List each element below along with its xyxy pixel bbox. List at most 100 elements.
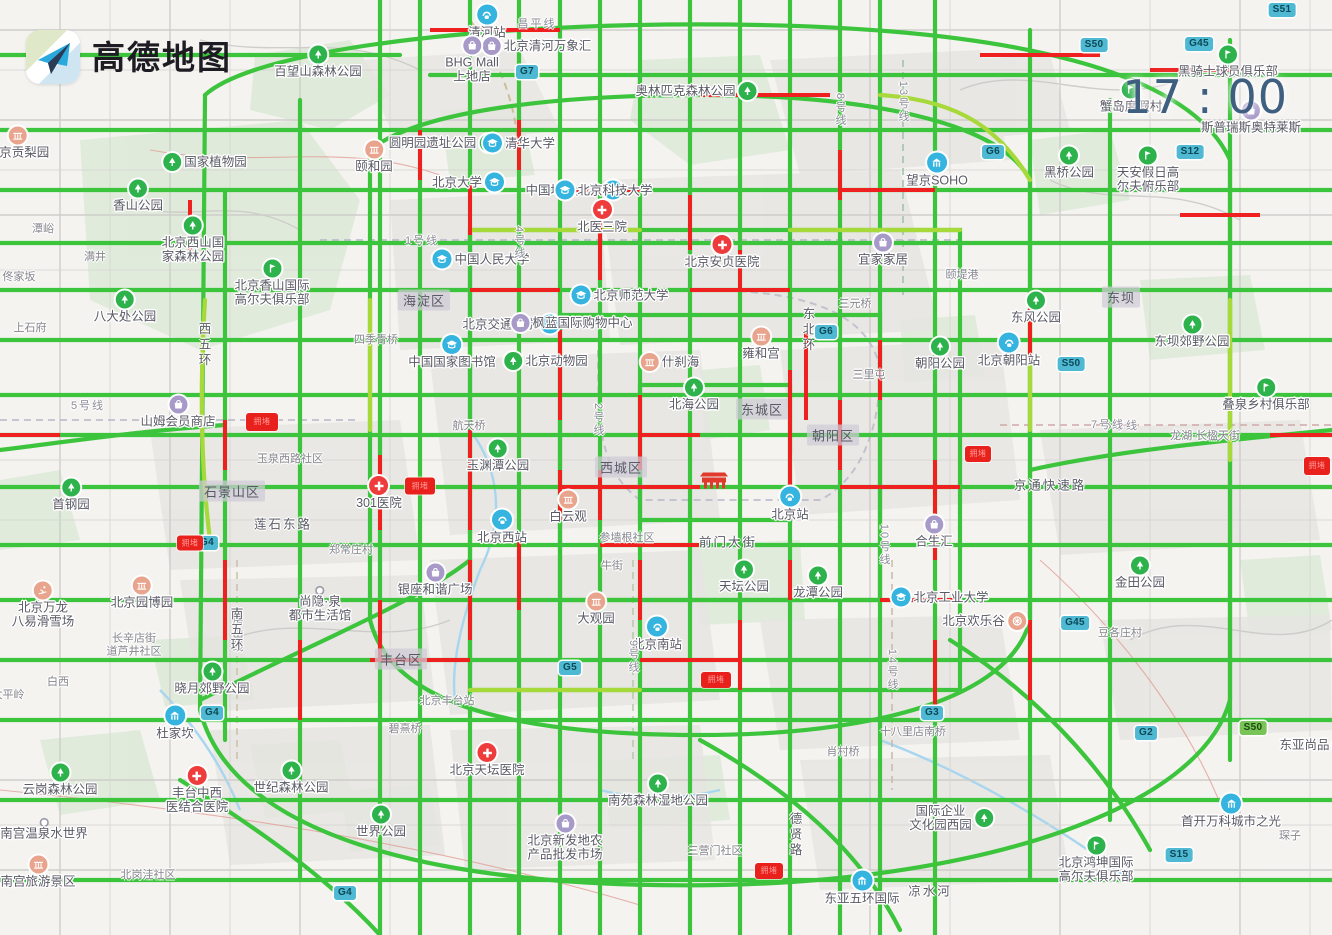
poi-label[interactable]: 合生汇 (915, 515, 953, 549)
poi-label[interactable]: 301医院 (356, 476, 402, 510)
poi-label[interactable]: 北京站 (771, 486, 809, 522)
poi-label[interactable]: 杜家坎 (156, 705, 194, 741)
poi-label[interactable]: 北京万龙 八易滑雪场 (12, 581, 74, 629)
poi-label[interactable]: 枫蓝国际购物中心 (511, 314, 633, 332)
highway-shield[interactable]: S50 (1239, 721, 1267, 735)
poi-label[interactable]: 望京SOHO (906, 152, 968, 188)
poi-label[interactable]: 银座和谐广场 (397, 563, 473, 597)
poi-label[interactable]: 斯普瑞斯奥特莱斯 (1201, 101, 1301, 135)
poi-label[interactable]: 尚隐·泉 都市生活馆 (289, 587, 351, 623)
highway-shield[interactable]: G45 (1185, 37, 1213, 51)
highway-shield[interactable]: G6 (815, 325, 837, 339)
poi-label[interactable]: 北京天坛医院 (449, 743, 525, 777)
poi-label[interactable]: 北京香山国际 高尔夫俱乐部 (234, 259, 310, 307)
highway-shield[interactable]: G3 (921, 706, 943, 720)
poi-label[interactable]: 东亚尚品 (1279, 735, 1332, 755)
poi-label[interactable]: 天坛公园 (719, 560, 769, 594)
poi-label[interactable]: 叠泉乡村俱乐部 (1222, 378, 1310, 412)
poi-label[interactable]: 什刹海 (640, 353, 699, 371)
poi-label[interactable]: 北京科技大学 (555, 180, 653, 200)
poi-label[interactable]: 颐和园 (355, 140, 393, 174)
poi-label[interactable]: 北京鸿坤国际 高尔夫俱乐部 (1058, 836, 1134, 884)
poi-label[interactable]: 北京南站 (632, 616, 682, 652)
poi-label[interactable]: 大观园 (577, 592, 615, 626)
amap-logo[interactable]: 高德地图 (26, 30, 232, 84)
highway-shield[interactable]: S50 (1080, 38, 1108, 52)
poi-label[interactable]: 北京清河万象汇 (482, 37, 591, 55)
poi-label[interactable]: 北京西山国 家森林公园 (162, 216, 224, 264)
highway-shield[interactable]: G45 (1061, 616, 1089, 630)
rail-icon (646, 616, 667, 637)
poi-label[interactable]: 国家植物园 (163, 153, 247, 171)
highway-shield[interactable]: G4 (201, 706, 223, 720)
poi-label[interactable]: 晓月郊野公园 (174, 662, 250, 696)
poi-label[interactable]: 宜家家居 (858, 233, 908, 267)
highway-shield[interactable]: G7 (516, 65, 538, 79)
poi-label[interactable]: 香山公园 (113, 179, 163, 213)
poi-label[interactable]: 世界公园 (356, 805, 406, 839)
poi-label[interactable]: 国际企业 文化园西园 (909, 804, 993, 832)
poi-label[interactable]: 北京动物园 (504, 352, 588, 370)
poi-label[interactable]: 黑骑士球员俱乐部 (1178, 45, 1278, 79)
poi-label[interactable]: 北医三院 (577, 200, 627, 234)
traffic-incident-badge[interactable]: 拥堵 (177, 535, 203, 551)
highway-shield[interactable]: S12 (1176, 145, 1204, 159)
poi-label[interactable]: 北京安贞医院 (684, 235, 760, 269)
poi-label[interactable]: 中国国家图书馆 (408, 335, 496, 369)
poi-label[interactable]: 世纪森林公园 (253, 761, 329, 795)
poi-label[interactable]: 云岗森林公园 (22, 763, 98, 797)
poi-label[interactable]: 清河站 (468, 4, 506, 40)
poi-label[interactable]: BHG Mall 上地店 (445, 36, 499, 84)
highway-shield[interactable]: G4 (334, 886, 356, 900)
poi-label[interactable]: 北京西站 (477, 509, 527, 545)
poi-label[interactable]: 首钢园 (52, 478, 90, 512)
poi-label[interactable]: 百望山森林公园 (274, 45, 362, 79)
poi-label[interactable]: 清华大学 (482, 133, 555, 153)
poi-label[interactable]: 八大处公园 (94, 290, 156, 324)
traffic-incident-badge[interactable]: 拥堵 (965, 446, 991, 462)
poi-label[interactable]: 山姆会员商店 (140, 395, 216, 429)
poi-label[interactable]: 金田公园 (1115, 556, 1165, 590)
poi-label[interactable]: 丰台中西 医结合医院 (166, 766, 228, 814)
traffic-incident-badge[interactable]: 拥堵 (701, 672, 731, 688)
poi-label[interactable]: 北京工业大学 (891, 587, 989, 607)
poi-label[interactable]: 中国人民大学 (432, 249, 530, 269)
poi-label[interactable]: 南苑森林湿地公园 (608, 774, 708, 808)
traffic-incident-badge[interactable]: 拥堵 (246, 413, 278, 431)
poi-label[interactable]: 北海公园 (669, 378, 719, 412)
highway-shield[interactable]: S50 (1057, 357, 1085, 371)
poi-label[interactable]: 东风公园 (1011, 291, 1061, 325)
traffic-incident-badge[interactable]: 拥堵 (755, 863, 783, 879)
poi-label[interactable]: 白云观 (549, 490, 587, 524)
highway-shield[interactable]: G2 (1135, 726, 1157, 740)
poi-label[interactable]: 南宫旅游景区 (0, 855, 76, 889)
poi-label[interactable]: 圆明园遗址公园 (389, 134, 498, 152)
poi-label[interactable]: 雍和宫 (742, 327, 780, 361)
poi-label[interactable]: 首开万科城市之光 (1181, 793, 1281, 829)
poi-label[interactable]: 南宫温泉水世界 (0, 819, 88, 841)
poi-label[interactable]: 北京新发地农 产品批发市场 (527, 814, 603, 862)
highway-shield[interactable]: G6 (982, 145, 1004, 159)
highway-shield[interactable]: S15 (1165, 848, 1193, 862)
poi-label[interactable]: 东坝郊野公园 (1154, 315, 1230, 349)
poi-label[interactable]: 北京园博园 (111, 576, 173, 610)
traffic-incident-badge[interactable]: 拥堵 (1304, 457, 1330, 475)
highway-shield[interactable]: S51 (1268, 3, 1296, 17)
poi-label[interactable]: 东亚五环国际 (824, 870, 900, 906)
poi-label[interactable]: 黑桥公园 (1044, 146, 1094, 180)
poi-label[interactable]: 朝阳公园 (915, 337, 965, 371)
traffic-incident-badge[interactable]: 拥堵 (405, 477, 435, 495)
poi-label[interactable]: 北京师范大学 (571, 285, 669, 305)
poi-label[interactable]: 玉渊潭公园 (467, 439, 529, 473)
poi-label[interactable]: 奥林匹克森林公园 (635, 82, 757, 100)
highway-shield[interactable]: G5 (559, 661, 581, 675)
poi-label[interactable]: 天安假日高 尔夫俯乐部 (1117, 146, 1179, 194)
poi-label[interactable]: 北京贡梨园 (0, 126, 49, 160)
poi-label[interactable]: 北京朝阳站 (978, 332, 1040, 368)
poi-label[interactable]: 北京大学 (432, 172, 505, 192)
poi-label[interactable]: 龙潭公园 (793, 566, 843, 600)
poi-label[interactable]: 北京欢乐谷 (942, 612, 1026, 630)
poi-label[interactable]: 蟹岛度假村 (1100, 80, 1162, 114)
